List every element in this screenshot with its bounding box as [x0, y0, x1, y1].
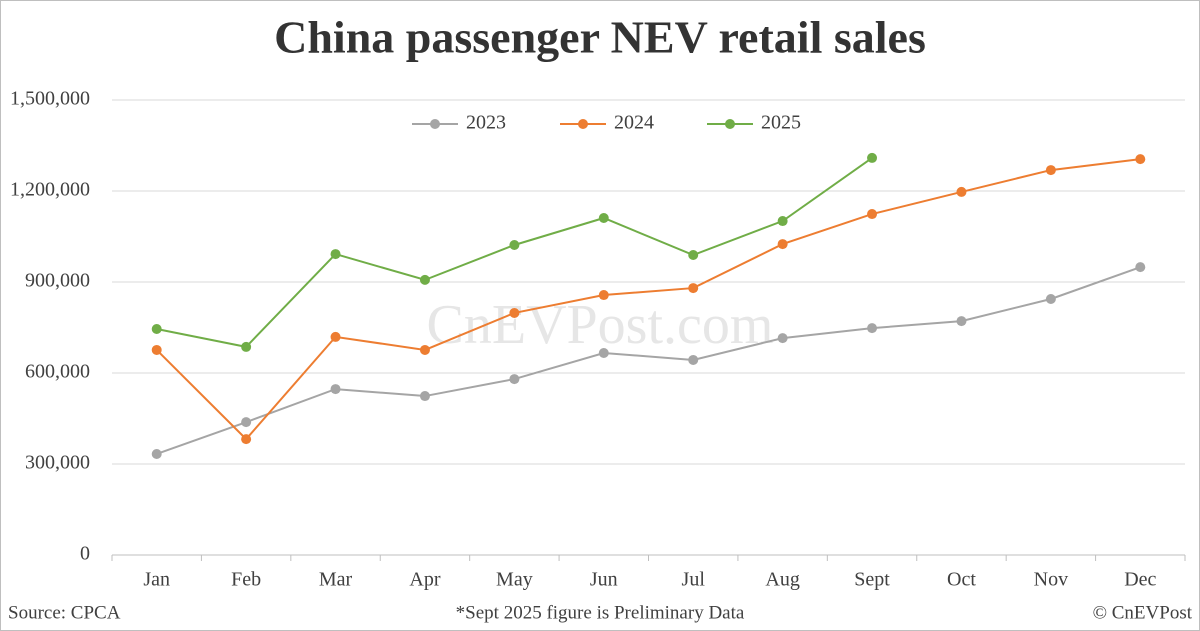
legend-marker: [430, 119, 440, 129]
point: [419, 274, 430, 285]
x-tick-label: Apr: [409, 569, 440, 591]
point: [509, 239, 520, 250]
point: [777, 333, 788, 344]
legend-label: 2025: [761, 112, 801, 134]
x-tick-label: Jun: [590, 569, 618, 591]
point: [867, 209, 878, 220]
point: [419, 344, 430, 355]
y-tick-label: 1,200,000: [10, 179, 90, 201]
point: [509, 307, 520, 318]
point: [956, 316, 967, 327]
point: [777, 239, 788, 250]
y-tick-label: 1,500,000: [10, 88, 90, 110]
point: [777, 216, 788, 227]
series-line: [156, 266, 1141, 455]
point: [419, 391, 430, 402]
point: [598, 290, 609, 301]
point: [330, 384, 341, 395]
x-tick-label: May: [496, 569, 533, 591]
point: [867, 152, 878, 163]
point: [598, 212, 609, 223]
x-tick-label: Aug: [765, 569, 799, 591]
chart-title: China passenger NEV retail sales: [274, 12, 926, 63]
point: [598, 347, 609, 358]
credit: © CnEVPost: [1093, 602, 1193, 623]
y-tick-label: 900,000: [25, 270, 90, 292]
point: [1135, 262, 1146, 273]
point: [1135, 154, 1146, 165]
x-tick-label: Feb: [231, 569, 261, 591]
point: [330, 331, 341, 342]
y-tick-label: 0: [80, 543, 90, 565]
point: [151, 324, 162, 335]
x-tick-label: Nov: [1034, 569, 1068, 591]
point: [688, 250, 699, 261]
point: [151, 448, 162, 459]
legend-label: 2023: [466, 112, 506, 134]
watermark: CnEVPost.com: [427, 294, 774, 356]
legend-marker: [725, 119, 735, 129]
point: [241, 341, 252, 352]
series-line: [156, 158, 1141, 441]
point: [688, 354, 699, 365]
legend-label: 2024: [614, 112, 654, 134]
x-tick-label: Dec: [1124, 569, 1156, 591]
point: [151, 344, 162, 355]
x-tick-label: Jan: [143, 569, 170, 591]
x-tick-label: Sept: [854, 569, 890, 591]
note: *Sept 2025 figure is Preliminary Data: [456, 602, 745, 623]
point: [867, 323, 878, 334]
point: [241, 417, 252, 428]
point: [1045, 293, 1056, 304]
y-tick-label: 600,000: [25, 361, 90, 383]
point: [509, 374, 520, 385]
point: [241, 434, 252, 445]
y-tick-label: 300,000: [25, 452, 90, 474]
point: [1045, 165, 1056, 176]
x-tick-label: Oct: [947, 569, 976, 591]
legend-marker: [578, 119, 588, 129]
point: [688, 283, 699, 294]
point: [330, 249, 341, 260]
x-tick-label: Mar: [319, 569, 353, 591]
x-tick-label: Jul: [682, 569, 706, 591]
point: [956, 186, 967, 197]
source: Source: CPCA: [8, 602, 121, 623]
